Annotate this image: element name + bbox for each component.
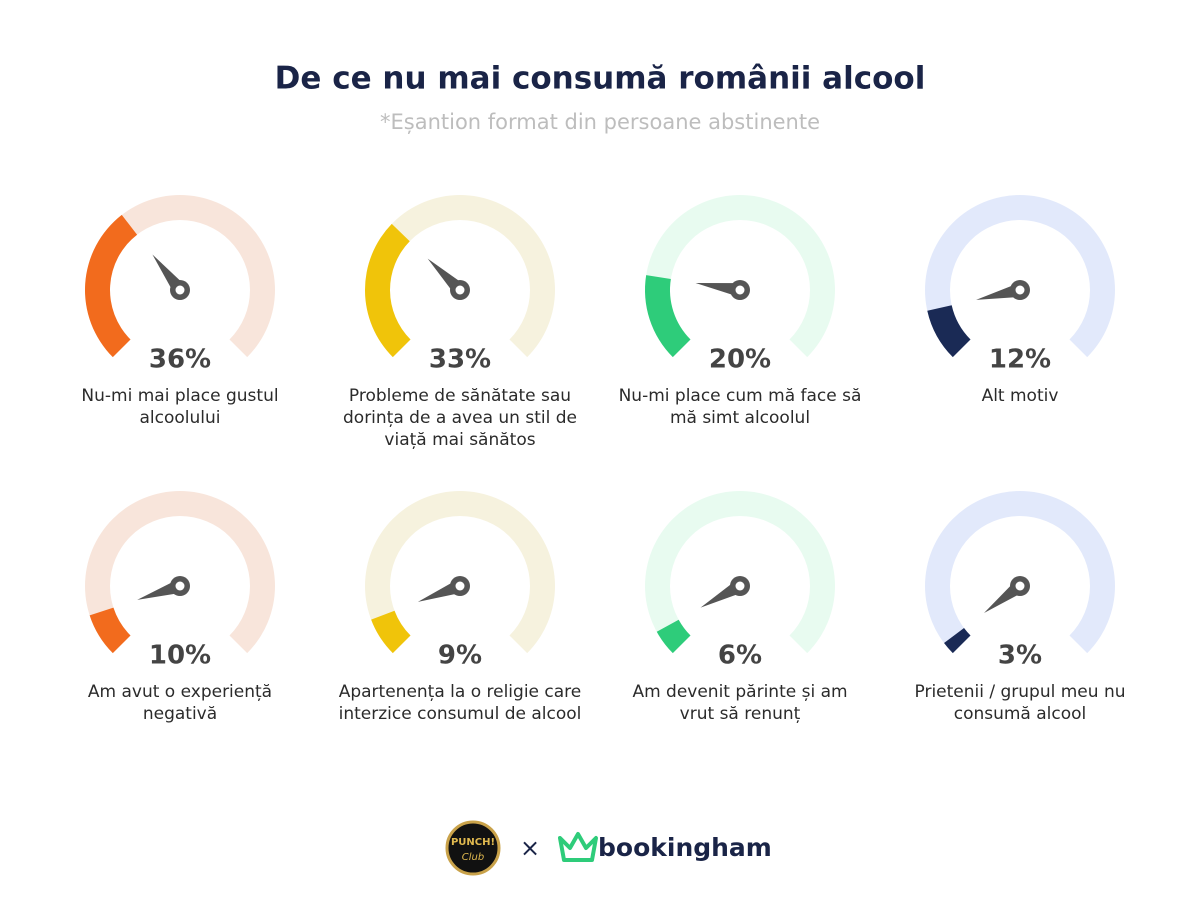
gauge-track — [365, 195, 555, 358]
category-label: Apartenența la o religie care interzice … — [338, 682, 582, 724]
gauge-track — [85, 491, 276, 654]
gauge-needle — [695, 282, 742, 297]
separator: × — [520, 834, 540, 862]
value-label: 36% — [149, 345, 211, 375]
gauge-track — [365, 491, 556, 654]
needle-hub-dot — [1015, 285, 1025, 295]
logo-badge — [445, 820, 501, 876]
gauge-fill — [645, 275, 691, 358]
category-label: Am avut o experiență negativă — [87, 682, 273, 724]
gauge-fill — [89, 607, 131, 654]
value-label: 10% — [149, 641, 211, 671]
gauge-fill — [656, 619, 691, 654]
gauge-fill — [365, 223, 411, 358]
logo-text: PUNCH! — [451, 837, 495, 848]
category-label: Nu-mi place cum mă face să mă simt alcoo… — [618, 386, 862, 428]
needle-hub-dot — [1015, 581, 1025, 591]
category-label: Alt motiv — [981, 386, 1059, 406]
gauge-track — [645, 491, 836, 654]
category-label: Nu-mi mai place gustul alcoolului — [81, 386, 279, 428]
needle-hub-dot — [735, 581, 745, 591]
crown-icon — [558, 832, 598, 862]
needle-hub-dot — [175, 581, 185, 591]
value-label: 6% — [718, 641, 762, 671]
chart-subtitle: *Eșantion format din persoane abstinente — [380, 110, 820, 134]
value-label: 20% — [709, 345, 771, 375]
value-label: 33% — [429, 345, 491, 375]
gauge-track — [645, 195, 836, 358]
gauge-fill — [927, 305, 971, 358]
gauge-fill — [944, 628, 971, 654]
logo-text: Club — [462, 852, 484, 863]
footer: PUNCH! Club × bookingham — [445, 820, 772, 876]
logo-text: bookingham — [598, 833, 772, 862]
chart-title: De ce nu mai consumă românii alcool — [275, 61, 926, 97]
category-label: Prietenii / grupul meu nu consumă alcool — [914, 682, 1126, 724]
value-label: 9% — [438, 641, 482, 671]
value-label: 3% — [998, 641, 1042, 671]
category-label: Am devenit părinte și am vrut să renunț — [632, 682, 848, 724]
needle-hub-dot — [735, 285, 745, 295]
needle-hub-dot — [175, 285, 185, 295]
needle-hub-dot — [455, 581, 465, 591]
gauge-track — [925, 491, 1116, 654]
needle-hub-dot — [455, 285, 465, 295]
gauge-fill — [371, 610, 411, 654]
value-label: 12% — [989, 345, 1051, 375]
gauge-track — [925, 195, 1116, 358]
category-label: Probleme de sănătate sau dorința de a av… — [343, 386, 577, 450]
gauge-fill — [84, 214, 138, 358]
gauge-needle — [976, 283, 1022, 300]
